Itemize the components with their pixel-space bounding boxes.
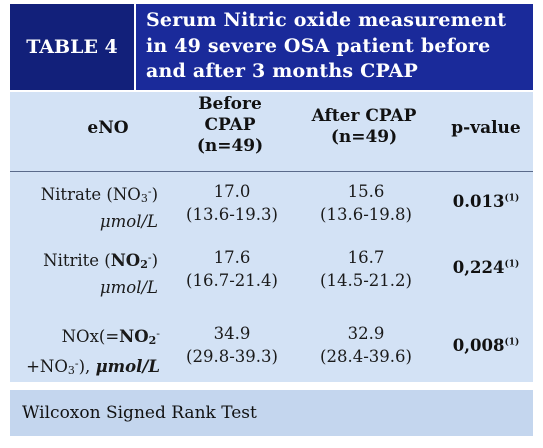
row-nox-line2: +NO3-), μmol/L (26, 357, 160, 377)
row-nox-label: NOx(=NO2- +NO3-), μmol/L (8, 322, 160, 382)
row-nitrate-before: 17.0 (13.6-19.3) (172, 180, 292, 226)
row-nitrite-unit: μmol/L (99, 278, 158, 297)
footer-divider (10, 385, 533, 389)
row-nox-unit: μmol/L (95, 357, 160, 376)
row-nitrite-before-range: (16.7-21.4) (186, 271, 278, 290)
column-header-before-line2: CPAP (204, 115, 256, 135)
row-nox-after-range: (28.4-39.6) (320, 347, 412, 366)
row-nitrate-after-median: 15.6 (347, 182, 385, 201)
row-nitrite-after-range: (14.5-21.2) (320, 271, 412, 290)
column-header-after-line1: After CPAP (311, 106, 417, 126)
row-nitrite-before-median: 17.6 (213, 248, 251, 267)
row-nox-before-median: 34.9 (213, 324, 251, 343)
header-divider (10, 171, 533, 172)
row-nitrate-label: Nitrate (NO3-) μmol/L (14, 180, 158, 233)
column-header-eno: eNO (87, 118, 129, 138)
row-nox-before: 34.9 (29.8-39.3) (172, 322, 292, 368)
row-nitrate-before-median: 17.0 (213, 182, 251, 201)
row-nitrate-pvalue: 0.013(1) (452, 192, 520, 211)
row-nitrate-after: 15.6 (13.6-19.8) (306, 180, 426, 226)
row-nitrite-name: Nitrite (NO2-) (43, 251, 158, 271)
row-nitrite-pvalue: 0,224(1) (452, 258, 520, 277)
column-header-before-line3: (n=49) (196, 136, 264, 156)
table-header-band: TABLE 4 Serum Nitric oxide measurement i… (10, 4, 533, 108)
table-body (10, 92, 533, 382)
row-nox-after-median: 32.9 (347, 324, 385, 343)
row-nox-line1: NOx(=NO2- (61, 327, 160, 347)
row-nox-after: 32.9 (28.4-39.6) (306, 322, 426, 368)
row-nitrite-before: 17.6 (16.7-21.4) (172, 246, 292, 292)
table-label: TABLE 4 (10, 4, 136, 90)
row-nitrate-after-range: (13.6-19.8) (320, 205, 412, 224)
row-nitrite-after-median: 16.7 (347, 248, 385, 267)
row-nitrite-after: 16.7 (14.5-21.2) (306, 246, 426, 292)
row-nitrate-before-range: (13.6-19.3) (186, 205, 278, 224)
row-nitrate-name: Nitrate (NO3-) (40, 185, 158, 205)
table-footnote: Wilcoxon Signed Rank Test (10, 390, 533, 436)
column-header-before-line1: Before (198, 94, 262, 114)
column-header-before: Before CPAP (n=49) (180, 94, 280, 157)
column-header-pvalue: p-value (451, 118, 521, 138)
column-header-after: After CPAP (n=49) (302, 106, 426, 148)
row-nitrate-unit: μmol/L (99, 212, 158, 231)
row-nitrite-label: Nitrite (NO2-) μmol/L (14, 246, 158, 299)
row-nox-pvalue: 0,008(1) (452, 336, 520, 355)
column-header-after-line2: (n=49) (330, 127, 398, 147)
row-nox-before-range: (29.8-39.3) (186, 347, 278, 366)
